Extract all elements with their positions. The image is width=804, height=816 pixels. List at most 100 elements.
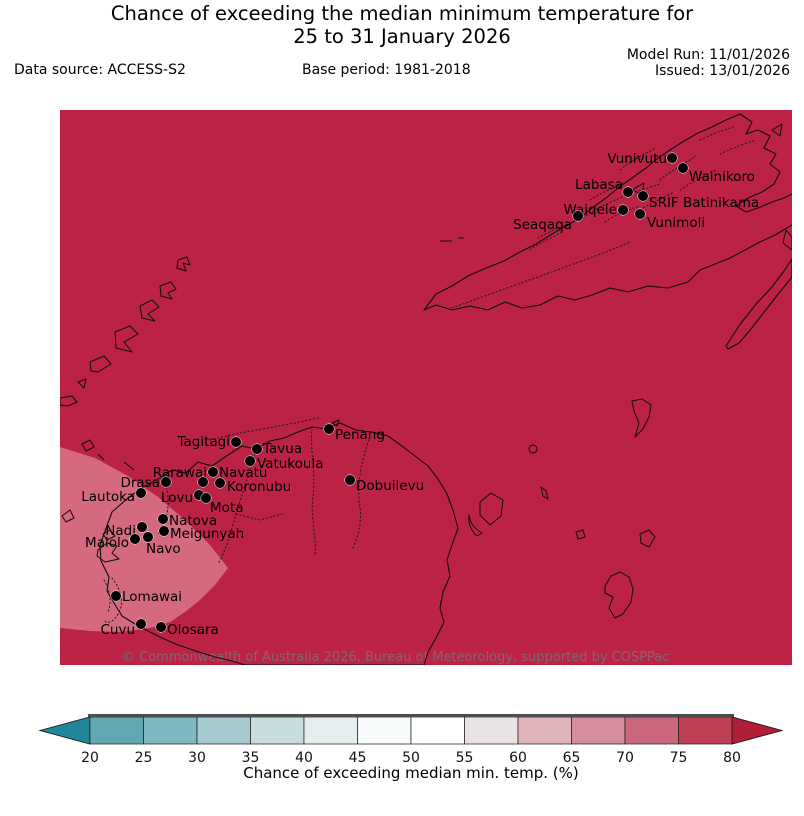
colorbar-tick-label: 80 [723, 750, 741, 766]
station-olosara: Olosara [155, 621, 219, 638]
colorbar-tick-label: 40 [295, 750, 313, 766]
station-mota: Mota [200, 492, 243, 516]
station-natova: Natova [157, 513, 217, 529]
station-dot [666, 152, 678, 164]
station-lautoka: Lautoka [81, 487, 147, 505]
station-navatu: Navatu [197, 465, 267, 488]
colorbar-tick-label: 30 [188, 750, 206, 766]
colorbar-segment [89, 716, 144, 745]
station-dot [637, 190, 649, 202]
station-dot [622, 186, 634, 198]
station-dot [142, 531, 154, 543]
station-label: Mota [210, 500, 243, 516]
colorbar-tick-label: 65 [563, 750, 581, 766]
coastlines [60, 113, 792, 665]
station-dot [135, 487, 147, 499]
station-label: Tagitagi [177, 434, 231, 450]
station-dot [110, 590, 122, 602]
station-label: Lomawai [122, 589, 182, 605]
station-vunimoli: Vunimoli [634, 208, 705, 231]
colorbar-tick-label: 45 [349, 750, 367, 766]
station-dot [244, 455, 256, 467]
station-label: Lautoka [81, 489, 135, 505]
station-label: Navo [146, 541, 181, 557]
station-label: Labasa [575, 177, 623, 193]
station-label: Vunimoli [647, 215, 705, 231]
copyright-text: © Commonwealth of Australia 2026, Bureau… [122, 650, 669, 665]
station-label: Olosara [167, 622, 219, 638]
station-dot [677, 162, 689, 174]
station-dot [323, 423, 335, 435]
station-srif-batinikama: SRIF Batinikama [637, 190, 759, 211]
colorbar-tick-label: 50 [402, 750, 420, 766]
station-label: Koronubu [227, 479, 291, 495]
station-vatukoula: Vatukoula [244, 455, 324, 472]
station-cuvu: Cuvu [100, 618, 147, 638]
colorbar-tick-label: 75 [670, 750, 688, 766]
station-dot [135, 618, 147, 630]
station-dot [344, 474, 356, 486]
colorbar-segment [517, 716, 572, 745]
colorbar-segment [678, 716, 733, 745]
station-drasa: Drasa [120, 475, 172, 491]
station-dot [617, 204, 629, 216]
colorbar-tick-label: 20 [81, 750, 99, 766]
station-label: Lovu [161, 490, 193, 506]
station-dot [160, 476, 172, 488]
data-source-label: Data source: ACCESS-S2 [14, 62, 186, 78]
station-label: Navatu [219, 465, 267, 481]
station-dot [634, 208, 646, 220]
station-malolo: Malolo [85, 533, 141, 551]
colorbar-segment [250, 716, 305, 745]
station-label: Meigunyah [170, 526, 244, 542]
station-labasa: Labasa [575, 177, 634, 198]
run-info: Model Run: 11/01/2026 Issued: 13/01/2026 [627, 47, 790, 79]
colorbar-segment [143, 716, 198, 745]
colorbar-tick-label: 70 [616, 750, 634, 766]
station-dot [136, 521, 148, 533]
station-dot [158, 525, 170, 537]
station-label: Natova [169, 513, 217, 529]
station-dot [155, 621, 167, 633]
colorbar-segment [410, 716, 465, 745]
page-title: Chance of exceeding the median minimum t… [0, 2, 804, 48]
station-dobuilevu: Dobuilevu [344, 474, 424, 494]
station-dot [200, 492, 212, 504]
station-label: Nadi [105, 523, 136, 539]
issued-label: Issued: 13/01/2026 [655, 63, 790, 79]
station-dot [207, 466, 219, 478]
station-label: SRIF Batinikama [649, 195, 759, 211]
station-dot [157, 513, 169, 525]
title-line2: 25 to 31 January 2026 [293, 25, 511, 48]
stations-layer: Vunivutu Wainikoro Labasa SRIF Batinikama Wa… [81, 151, 759, 638]
station-label: Tavua [262, 441, 302, 457]
colorbar-segment [464, 716, 519, 745]
model-run-label: Model Run: 11/01/2026 [626, 47, 790, 63]
station-tagitagi: Tagitagi [177, 434, 242, 450]
station-meigunyah: Meigunyah [158, 525, 244, 542]
station-tavua: Tavua [251, 441, 302, 457]
station-dot [197, 476, 209, 488]
station-koronubu: Koronubu [214, 477, 291, 495]
colorbar-segment [303, 716, 358, 745]
colorbar-caption: Chance of exceeding median min. temp. (%… [243, 764, 579, 782]
station-label: Drasa [120, 475, 160, 491]
colorbar-segment [571, 716, 626, 745]
fiji-probability-map: © Commonwealth of Australia 2026, Bureau… [60, 110, 792, 665]
station-penang: Penang [323, 423, 385, 443]
colorbar-segment [196, 716, 251, 745]
station-dot [214, 477, 226, 489]
probability-colorbar: 20 25 30 35 40 45 50 55 60 65 70 75 80 [38, 714, 784, 766]
colorbar-tick-label: 35 [242, 750, 260, 766]
station-label: Vunivutu [607, 151, 667, 167]
station-label: Waiqele [564, 202, 617, 218]
station-label: Wainikoro [689, 169, 755, 185]
station-dot [251, 443, 263, 455]
station-dot [230, 436, 242, 448]
colorbar-over-arrow [731, 716, 784, 745]
station-dot [572, 210, 584, 222]
colorbar-segment [357, 716, 412, 745]
station-wainikoro: Wainikoro [677, 162, 755, 185]
boundary-dotted-lines [103, 125, 757, 623]
